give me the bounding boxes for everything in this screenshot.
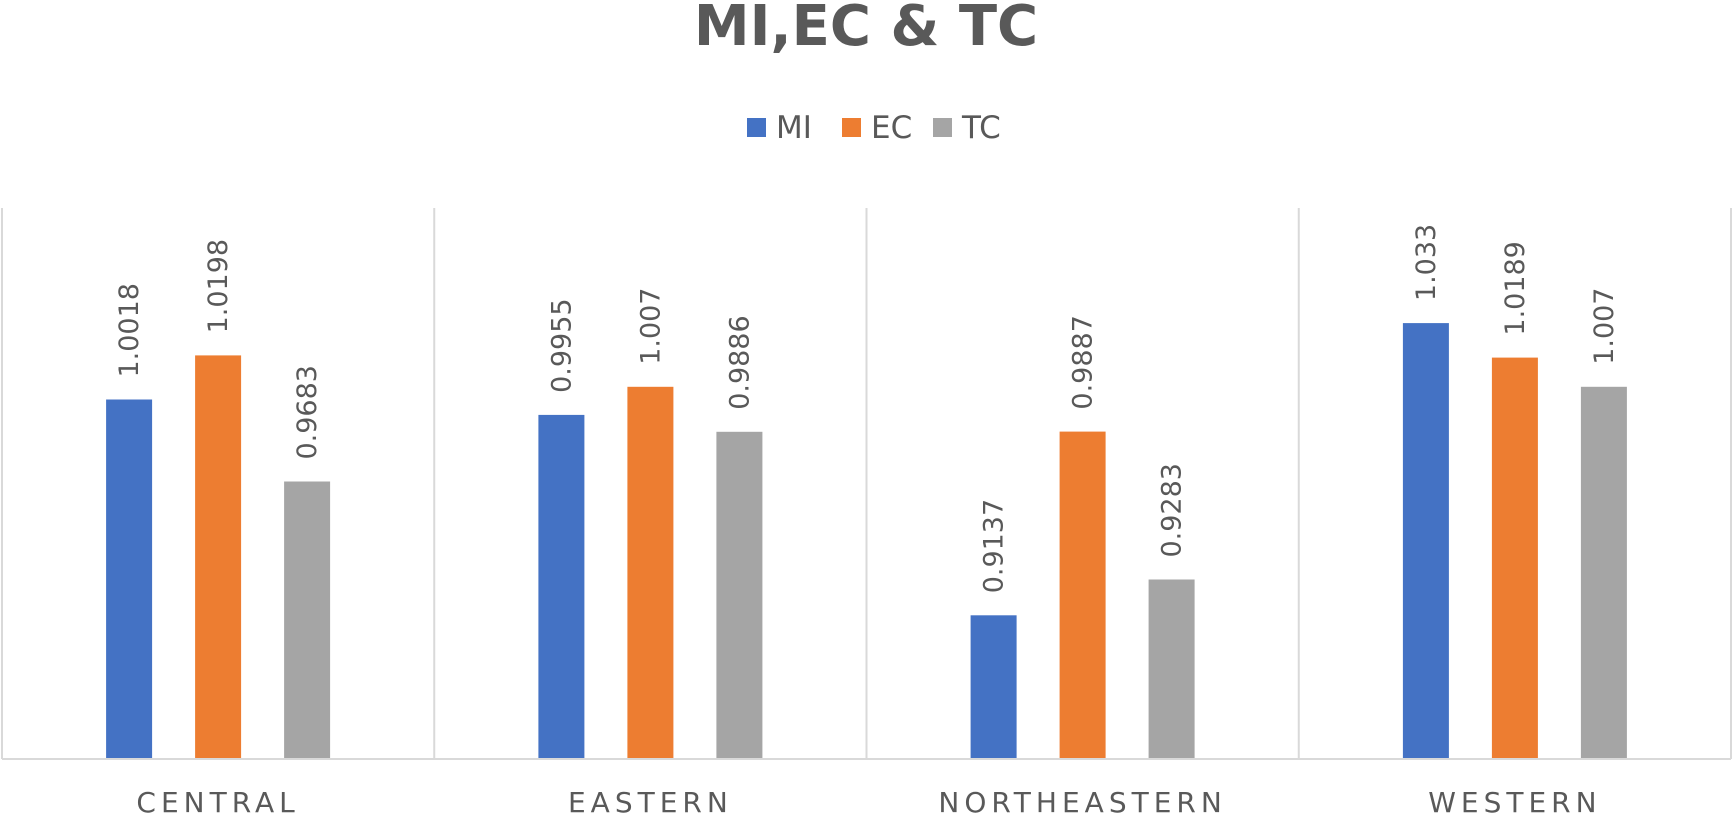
bar-mi-eastern xyxy=(538,414,585,759)
legend-label-ec: EC xyxy=(871,110,912,146)
legend-swatch-ec xyxy=(842,118,861,137)
bar-ec-eastern xyxy=(627,386,674,759)
data-label-tc-central: 0.9683 xyxy=(292,365,323,459)
data-label-tc-northeastern: 0.9283 xyxy=(1157,463,1188,557)
legend-label-tc: TC xyxy=(961,110,1001,146)
data-labels: 1.0018 1.0198 0.9683 0.9955 1.007 0.9886 0.913… xyxy=(114,224,1620,593)
category-label-western: WESTERN xyxy=(1428,786,1601,814)
data-label-ec-northeastern: 0.9887 xyxy=(1068,315,1099,409)
data-label-mi-central: 1.0018 xyxy=(114,283,145,377)
bar-ec-central xyxy=(195,355,242,759)
bar-ec-northeastern xyxy=(1059,431,1106,759)
category-label-northeastern: NORTHEASTERN xyxy=(938,786,1226,814)
bar-tc-central xyxy=(284,481,331,759)
bar-tc-eastern xyxy=(716,431,763,759)
bar-tc-northeastern xyxy=(1148,579,1195,759)
data-label-ec-western: 1.0189 xyxy=(1500,241,1531,335)
legend-label-mi: MI xyxy=(776,110,812,146)
data-label-mi-western: 1.033 xyxy=(1411,224,1442,301)
bar-tc-western xyxy=(1580,386,1627,759)
bar-mi-central xyxy=(106,399,153,759)
chart-title: MI,EC & TC xyxy=(694,0,1038,59)
legend-swatch-mi xyxy=(747,118,766,137)
bar-mi-western xyxy=(1402,323,1449,759)
data-label-ec-eastern: 1.007 xyxy=(635,288,666,365)
data-label-mi-eastern: 0.9955 xyxy=(546,298,577,392)
data-label-tc-western: 1.007 xyxy=(1589,288,1620,365)
category-gridlines xyxy=(1,208,1732,759)
legend: MI EC TC xyxy=(747,110,1001,146)
data-label-ec-central: 1.0198 xyxy=(203,239,234,333)
bars xyxy=(106,323,1627,759)
data-label-tc-eastern: 0.9886 xyxy=(724,315,755,409)
bar-mi-northeastern xyxy=(970,615,1017,759)
data-label-mi-northeastern: 0.9137 xyxy=(979,499,1010,593)
legend-swatch-tc xyxy=(933,118,952,137)
bar-ec-western xyxy=(1491,357,1538,759)
category-label-central: CENTRAL xyxy=(136,786,299,814)
category-label-eastern: EASTERN xyxy=(568,786,733,814)
category-labels: CENTRAL EASTERN NORTHEASTERN WESTERN xyxy=(136,786,1601,814)
